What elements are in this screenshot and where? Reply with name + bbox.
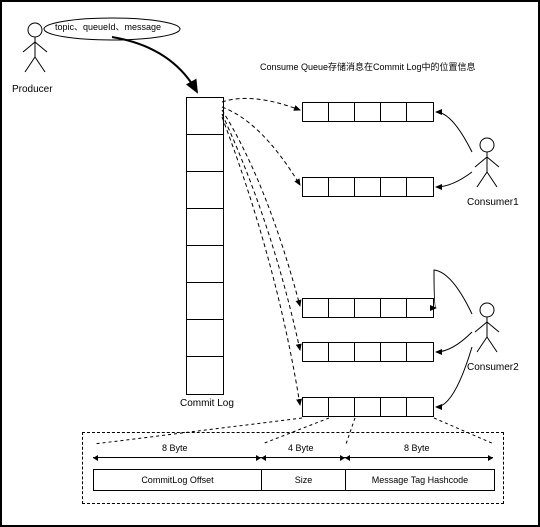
detail-cell: CommitLog Offset	[94, 470, 262, 490]
dim-line	[93, 457, 261, 458]
dim-label: 4 Byte	[288, 443, 314, 453]
dim-line	[261, 457, 345, 458]
dim-label: 8 Byte	[404, 443, 430, 453]
diagram-canvas: Producer topic、queueId、message Consume Q…	[0, 0, 540, 527]
dim-label: 8 Byte	[162, 443, 188, 453]
detail-table: CommitLog OffsetSizeMessage Tag Hashcode	[93, 469, 495, 491]
detail-cell: Size	[262, 470, 346, 490]
dim-line	[345, 457, 493, 458]
detail-box: CommitLog OffsetSizeMessage Tag Hashcode…	[82, 432, 504, 504]
detail-cell: Message Tag Hashcode	[346, 470, 494, 490]
